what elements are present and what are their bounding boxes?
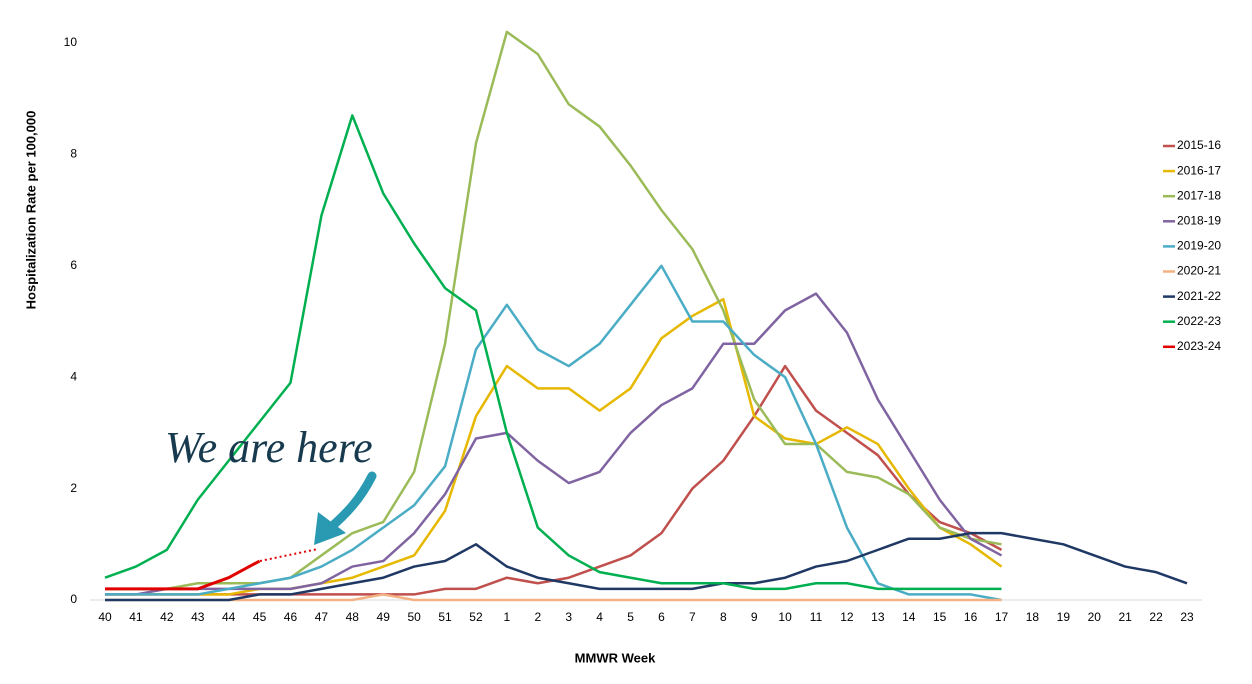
series-line: [105, 264, 1002, 602]
x-tick-label: 42: [160, 610, 174, 624]
x-tick-label: 8: [720, 610, 727, 624]
y-tick-label: 8: [70, 147, 77, 161]
x-tick-label: 41: [129, 610, 143, 624]
x-tick-label: 23: [1180, 610, 1194, 624]
x-tick-label: 10: [778, 610, 792, 624]
x-tick-label: 48: [346, 610, 360, 624]
legend-label: 2015-16: [1177, 138, 1221, 152]
x-tick-label: 5: [627, 610, 634, 624]
x-tick-label: 11: [810, 610, 823, 624]
x-tick-label: 22: [1149, 610, 1163, 624]
legend-label: 2017-18: [1177, 188, 1221, 202]
series-line: [105, 593, 1002, 602]
x-tick-label: 51: [438, 610, 452, 624]
x-tick-label: 18: [1026, 610, 1040, 624]
legend-label: 2019-20: [1177, 239, 1221, 253]
series-line: [105, 30, 1002, 591]
x-tick-label: 7: [689, 610, 696, 624]
y-tick-label: 2: [70, 481, 77, 495]
x-tick-label: 21: [1118, 610, 1132, 624]
annotation-arrow: [325, 471, 377, 533]
x-axis-title: MMWR Week: [575, 650, 656, 665]
legend-label: 2021-22: [1177, 289, 1221, 303]
x-tick-label: 12: [840, 610, 854, 624]
x-tick-label: 49: [377, 610, 391, 624]
x-tick-label: 15: [933, 610, 947, 624]
x-tick-label: 43: [191, 610, 205, 624]
x-tick-label: 17: [995, 610, 1009, 624]
y-tick-label: 4: [70, 369, 77, 383]
x-tick-label: 50: [407, 610, 421, 624]
x-tick-label: 47: [315, 610, 329, 624]
x-tick-label: 40: [98, 610, 112, 624]
legend-label: 2022-23: [1177, 314, 1221, 328]
x-tick-label: 20: [1088, 610, 1102, 624]
legend-label: 2023-24: [1177, 339, 1221, 353]
x-tick-label: 14: [902, 610, 916, 624]
x-tick-label: 46: [284, 610, 298, 624]
legend-label: 2018-19: [1177, 213, 1221, 227]
x-tick-label: 3: [565, 610, 572, 624]
y-axis-title: Hospitalization Rate per 100,000: [23, 111, 38, 310]
legend-label: 2020-21: [1177, 264, 1221, 278]
series-line: [104, 114, 1002, 591]
legend-label: 2016-17: [1177, 163, 1221, 177]
x-tick-label: 13: [871, 610, 885, 624]
x-tick-label: 16: [964, 610, 978, 624]
x-tick-label: 6: [658, 610, 665, 624]
x-tick-label: 4: [596, 610, 603, 624]
x-tick-label: 2: [534, 610, 541, 624]
series-line: [105, 292, 1003, 596]
annotation: We are here: [165, 423, 373, 472]
series-line: [105, 531, 1188, 602]
x-tick-label: 19: [1057, 610, 1071, 624]
series-line: [105, 559, 261, 591]
x-tick-label: 9: [751, 610, 758, 624]
x-tick-label: 44: [222, 610, 236, 624]
x-tick-label: 52: [469, 610, 483, 624]
y-tick-label: 10: [64, 35, 78, 49]
y-tick-label: 0: [70, 592, 77, 606]
y-tick-label: 6: [70, 258, 77, 272]
x-tick-label: 1: [504, 610, 511, 624]
series-line: [105, 364, 1003, 596]
annotation-arrowhead: [314, 512, 346, 545]
x-tick-label: 45: [253, 610, 267, 624]
projection-line: [259, 548, 319, 562]
